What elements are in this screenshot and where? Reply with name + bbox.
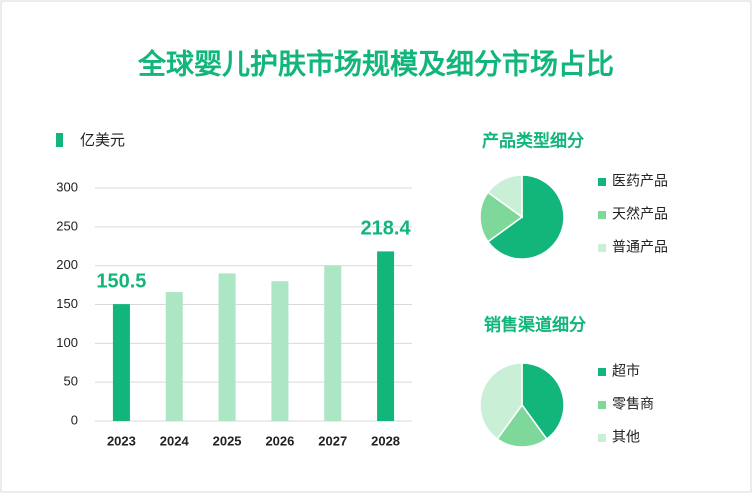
- bar: [112, 304, 130, 421]
- pie-slice: [486, 174, 565, 260]
- y-tick-label: 200: [56, 257, 78, 272]
- x-tick-label: 2025: [213, 433, 242, 448]
- page-title: 全球婴儿护肤市场规模及细分市场占比: [137, 47, 614, 79]
- legend-label: 亿美元: [80, 132, 125, 149]
- legend-swatch: [598, 434, 606, 442]
- y-tick-label: 100: [56, 335, 78, 350]
- legend-swatch: [598, 401, 606, 409]
- y-tick-label: 0: [71, 412, 78, 427]
- pie-slice: [486, 174, 523, 219]
- pie-slice: [479, 191, 524, 243]
- x-tick-label: 2027: [318, 433, 347, 448]
- y-tick-label: 300: [56, 179, 78, 194]
- pie-title: 产品类型细分: [482, 130, 584, 150]
- legend-swatch: [598, 178, 606, 186]
- pie-title: 销售渠道细分: [484, 314, 586, 334]
- x-tick-label: 2024: [160, 433, 190, 448]
- legend-label: 普通产品: [612, 239, 668, 255]
- legend-swatch: [598, 368, 606, 376]
- y-tick-label: 50: [64, 374, 78, 389]
- x-tick-label: 2028: [371, 433, 400, 448]
- pie-slice: [479, 362, 523, 441]
- legend-label: 零售商: [612, 396, 654, 412]
- bar: [271, 281, 289, 421]
- pie-slice: [521, 362, 565, 441]
- legend-swatch: [56, 133, 63, 147]
- legend-label: 医药产品: [612, 173, 668, 189]
- legend-swatch: [598, 244, 606, 252]
- legend-label: 超市: [612, 363, 640, 379]
- bar: [377, 251, 395, 421]
- legend-label: 天然产品: [612, 206, 668, 222]
- data-label: 150.5: [96, 270, 146, 292]
- y-tick-label: 150: [56, 296, 78, 311]
- bar: [165, 292, 183, 421]
- legend-swatch: [598, 211, 606, 219]
- x-tick-label: 2023: [107, 433, 136, 448]
- legend-label: 其他: [612, 429, 640, 445]
- bar: [324, 265, 342, 421]
- y-tick-label: 250: [56, 218, 78, 233]
- bar: [218, 273, 236, 421]
- pie-slice: [496, 403, 548, 448]
- data-label: 218.4: [361, 218, 412, 240]
- x-tick-label: 2026: [265, 433, 294, 448]
